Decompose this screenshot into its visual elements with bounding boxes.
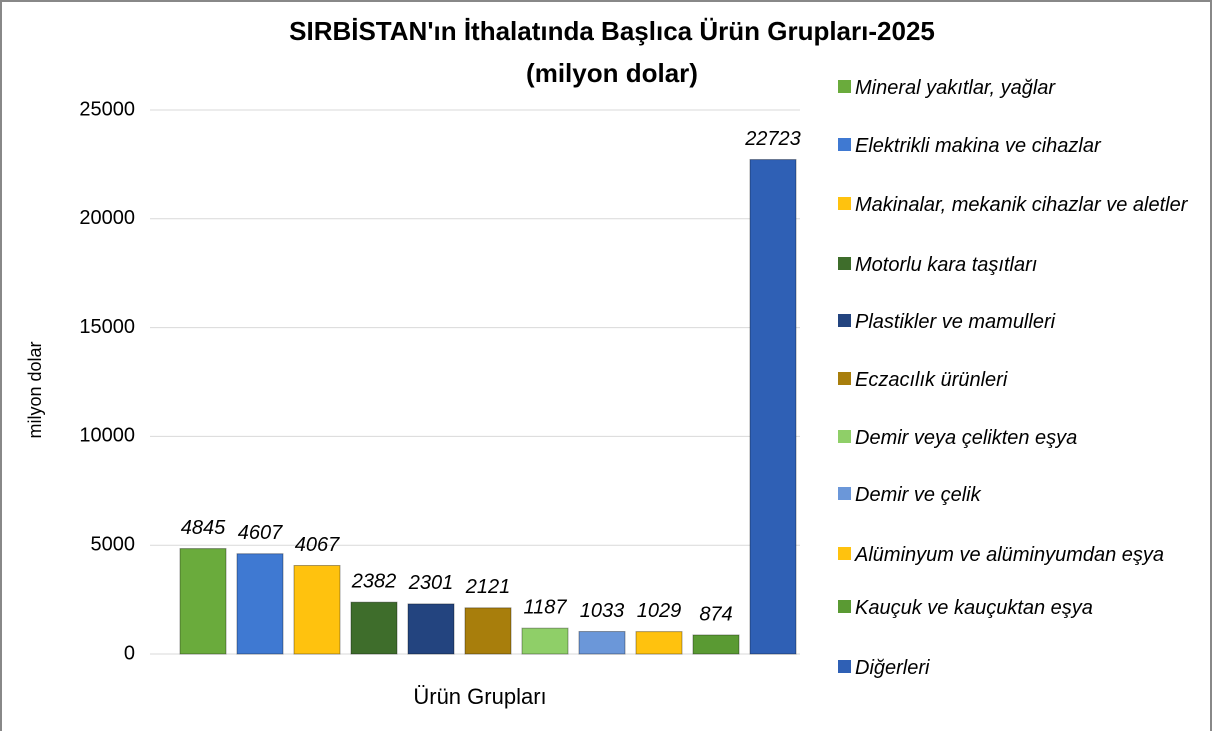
data-label: 4067 bbox=[295, 534, 340, 556]
legend-item: Mineral yakıtlar, yağlar bbox=[838, 75, 1208, 101]
legend-item: Kauçuk ve kauçuktan eşya bbox=[838, 595, 1208, 621]
legend-swatch bbox=[838, 547, 851, 560]
bar bbox=[521, 627, 569, 655]
legend-label: Makinalar, mekanik cihazlar ve aletler bbox=[855, 194, 1188, 216]
legend-item: Eczacılık ürünleri bbox=[838, 367, 1208, 393]
data-label: 1187 bbox=[523, 596, 567, 618]
legend-swatch bbox=[838, 138, 851, 151]
y-tick-label: 10000 bbox=[79, 425, 135, 447]
legend-swatch bbox=[838, 600, 851, 613]
legend-item: Diğerleri bbox=[838, 655, 1208, 681]
y-tick-label: 20000 bbox=[79, 207, 135, 229]
y-tick-label: 0 bbox=[124, 642, 135, 664]
bar bbox=[179, 548, 227, 655]
legend-swatch bbox=[838, 80, 851, 93]
data-label: 1033 bbox=[580, 600, 625, 622]
bar bbox=[464, 607, 512, 655]
legend-label: Mineral yakıtlar, yağlar bbox=[855, 77, 1056, 99]
legend-label: Diğerleri bbox=[855, 657, 930, 679]
legend-swatch bbox=[838, 660, 851, 673]
y-tick-label: 25000 bbox=[79, 98, 135, 120]
y-tick-label: 5000 bbox=[91, 533, 136, 555]
legend-label: Motorlu kara taşıtları bbox=[855, 254, 1038, 276]
legend-item: Demir ve çelik bbox=[838, 482, 1208, 508]
legend-item: Motorlu kara taşıtları bbox=[838, 252, 1208, 278]
data-label: 2301 bbox=[408, 572, 454, 594]
y-tick-label: 15000 bbox=[79, 316, 135, 338]
x-axis-label: Ürün Grupları bbox=[413, 684, 546, 709]
bar bbox=[407, 603, 455, 655]
legend-swatch bbox=[838, 314, 851, 327]
chart-subtitle: (milyon dolar) bbox=[526, 58, 698, 88]
legend-item: Alüminyum ve alüminyumdan eşya bbox=[838, 542, 1208, 568]
legend-label: Elektrikli makina ve cihazlar bbox=[855, 135, 1101, 157]
legend-label: Eczacılık ürünleri bbox=[855, 369, 1008, 391]
legend-label: Plastikler ve mamulleri bbox=[855, 311, 1056, 333]
legend-swatch bbox=[838, 372, 851, 385]
legend-swatch bbox=[838, 197, 851, 210]
legend-label: Alüminyum ve alüminyumdan eşya bbox=[855, 544, 1165, 566]
data-label: 4845 bbox=[181, 517, 226, 539]
data-label: 874 bbox=[699, 603, 732, 625]
bar bbox=[749, 159, 797, 655]
legend-swatch bbox=[838, 430, 851, 443]
bar bbox=[350, 601, 398, 655]
legend-swatch bbox=[838, 257, 851, 270]
bar bbox=[692, 634, 740, 655]
data-label: 2121 bbox=[465, 576, 511, 598]
data-label: 2382 bbox=[351, 570, 397, 592]
legend-label: Demir ve çelik bbox=[855, 484, 981, 506]
legend-swatch bbox=[838, 487, 851, 500]
legend-item: Plastikler ve mamulleri bbox=[838, 309, 1208, 335]
bar bbox=[578, 631, 626, 655]
legend-item: Makinalar, mekanik cihazlar ve aletler bbox=[838, 192, 1208, 218]
data-label: 4607 bbox=[238, 522, 283, 544]
legend-item: Elektrikli makina ve cihazlar bbox=[838, 133, 1208, 159]
legend-label: Kauçuk ve kauçuktan eşya bbox=[855, 597, 1093, 619]
bar bbox=[293, 565, 341, 655]
data-label: 22723 bbox=[744, 128, 801, 150]
legend-label: Demir veya çelikten eşya bbox=[855, 427, 1078, 449]
chart-title: SIRBİSTAN'ın İthalatında Başlıca Ürün Gr… bbox=[289, 16, 935, 46]
data-label: 1029 bbox=[637, 600, 682, 622]
y-axis-label: milyon dolar bbox=[25, 341, 45, 438]
bar bbox=[236, 553, 284, 655]
legend-item: Demir veya çelikten eşya bbox=[838, 425, 1208, 451]
bar bbox=[635, 631, 683, 655]
